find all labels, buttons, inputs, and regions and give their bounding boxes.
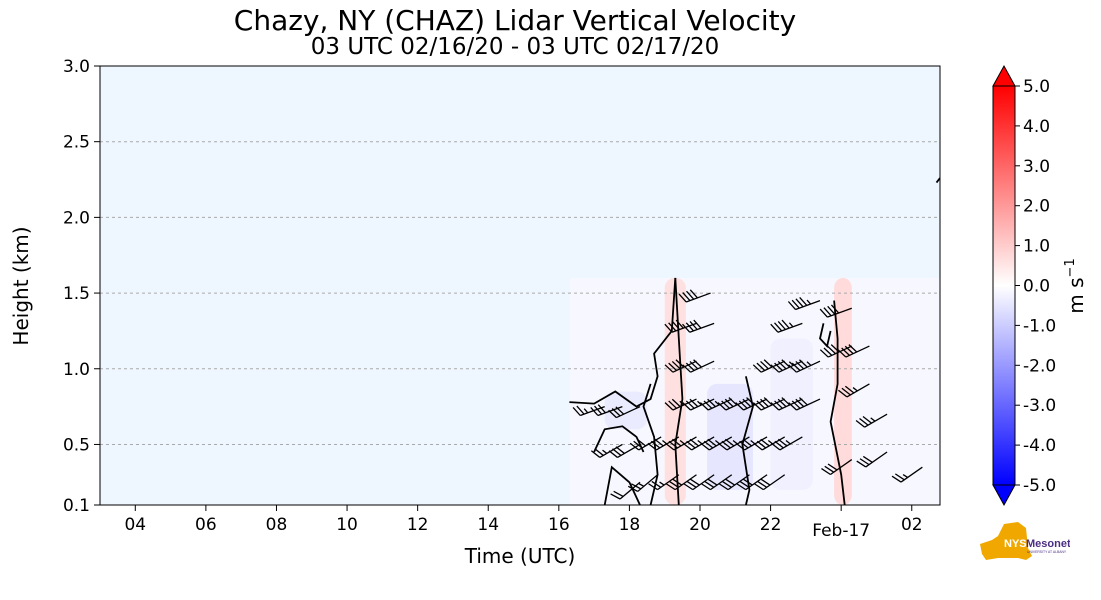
chart-title: Chazy, NY (CHAZ) Lidar Vertical Velocity <box>233 4 797 37</box>
colorbar: 5.0 4.0 3.0 2.0 1.0 0.0 -1.0 -2.0 -3.0 -4.0 -5.0 m… <box>992 64 1088 507</box>
colorbar-tick-label: -1.0 <box>1023 316 1056 336</box>
x-tick-label: 16 <box>548 515 570 535</box>
wind-barb <box>855 413 888 428</box>
y-tick-label: 0.5 <box>63 435 90 455</box>
contour-line <box>829 300 846 505</box>
x-tick-label: 20 <box>689 515 711 535</box>
contour-line <box>603 465 641 505</box>
y-axis-ticks: 0.1 0.5 1.0 1.5 2.0 2.5 3.0 <box>63 57 100 516</box>
logo-text-mesonet: Mesonet <box>1026 538 1070 550</box>
wind-barb <box>891 466 923 483</box>
wind-barb <box>770 436 803 451</box>
wind-barb <box>678 289 711 303</box>
x-tick-label: 08 <box>266 515 288 535</box>
wind-barb <box>736 474 768 491</box>
plot-frame <box>99 65 941 506</box>
colorbar-tick-label: -3.0 <box>1023 396 1056 416</box>
colorbar-tick-label: -2.0 <box>1023 356 1056 376</box>
y-tick-label: 0.1 <box>63 496 90 516</box>
colorbar-tick-label: -5.0 <box>1023 476 1056 496</box>
wind-barb <box>610 481 641 500</box>
x-tick-label: Feb-17 <box>812 521 870 541</box>
wind-barb <box>718 474 750 491</box>
colorbar-tick-label: -4.0 <box>1023 436 1056 456</box>
colorbar-label: m s−1 <box>1063 258 1088 313</box>
y-tick-label: 2.5 <box>63 133 90 153</box>
logo-text-nys: NYS <box>1004 538 1027 550</box>
x-axis-label: Time (UTC) <box>464 544 576 568</box>
wind-barb <box>682 359 715 373</box>
wind-barb <box>701 474 733 491</box>
y-tick-label: 2.0 <box>63 208 90 228</box>
velocity-patch <box>770 338 813 490</box>
colorbar-extend-max <box>992 64 1016 87</box>
contour-line <box>642 383 659 505</box>
contour-line <box>935 177 940 184</box>
wind-barb <box>683 474 715 491</box>
colorbar-tick-label: 0.0 <box>1023 277 1050 297</box>
colorbar-tick-label: 2.0 <box>1023 197 1050 217</box>
wind-barb <box>700 436 733 451</box>
velocity-patch <box>707 383 753 490</box>
wind-barb <box>608 443 641 459</box>
wind-barb <box>665 474 697 491</box>
velocity-field <box>569 277 940 505</box>
y-axis-label: Height (km) <box>9 226 33 345</box>
wind-barb <box>735 436 768 451</box>
wind-barb <box>608 406 641 419</box>
wind-barb <box>590 443 623 459</box>
colorbar-tick-label: 4.0 <box>1023 117 1050 137</box>
contour-line <box>569 277 677 408</box>
wind-barb <box>770 319 803 333</box>
x-tick-label: 18 <box>619 515 641 535</box>
logo-text-university: UNIVERSITY AT ALBANY <box>1027 550 1067 554</box>
colorbar-extend-min <box>992 484 1016 507</box>
colorbar-gradient <box>992 85 1016 486</box>
y-tick-label: 1.0 <box>63 360 90 380</box>
wind-barb <box>754 474 786 491</box>
velocity-patch <box>834 277 852 505</box>
wind-barb <box>682 319 715 333</box>
y-tick-label: 3.0 <box>63 57 90 77</box>
contour-line <box>674 277 684 505</box>
wind-barb <box>787 296 821 311</box>
velocity-patch <box>664 277 686 505</box>
wind-barb <box>819 304 852 318</box>
wind-barb <box>629 436 662 451</box>
x-tick-label: 14 <box>477 515 499 535</box>
new-york-state-shape <box>980 522 1032 560</box>
colorbar-tick-label: 5.0 <box>1023 77 1050 97</box>
x-tick-label: 22 <box>760 515 782 535</box>
wind-barb <box>648 474 680 491</box>
contour-line <box>741 376 754 505</box>
wind-barb <box>856 451 888 468</box>
x-tick-label: 02 <box>901 515 923 535</box>
wind-barb <box>838 383 870 398</box>
x-axis-ticks: 04 06 08 10 12 14 16 18 20 22 Feb-17 02 <box>124 505 923 541</box>
wind-barb <box>821 459 853 476</box>
nys-mesonet-logo: NYS Mesonet UNIVERSITY AT ALBANY <box>980 522 1070 560</box>
velocity-patch <box>604 391 648 430</box>
x-tick-label: 06 <box>195 515 217 535</box>
contour-line <box>819 323 832 348</box>
wind-barb <box>627 474 659 493</box>
wind-barb <box>788 359 821 373</box>
x-tick-label: 04 <box>124 515 146 535</box>
gridlines <box>100 141 940 445</box>
colorbar-ticks: 5.0 4.0 3.0 2.0 1.0 0.0 -1.0 -2.0 -3.0 -4.0 -5.0 <box>1015 77 1056 496</box>
colorbar-tick-label: 1.0 <box>1023 237 1050 257</box>
chart-subtitle: 03 UTC 02/16/20 - 03 UTC 02/17/20 <box>310 34 720 60</box>
contours <box>569 177 940 505</box>
colorbar-tick-label: 3.0 <box>1023 157 1050 177</box>
wind-barb <box>837 344 870 358</box>
wind-barb <box>788 397 821 411</box>
x-tick-label: 12 <box>407 515 429 535</box>
x-tick-label: 10 <box>336 515 358 535</box>
y-tick-label: 1.5 <box>63 284 90 304</box>
wind-barbs <box>572 289 923 500</box>
